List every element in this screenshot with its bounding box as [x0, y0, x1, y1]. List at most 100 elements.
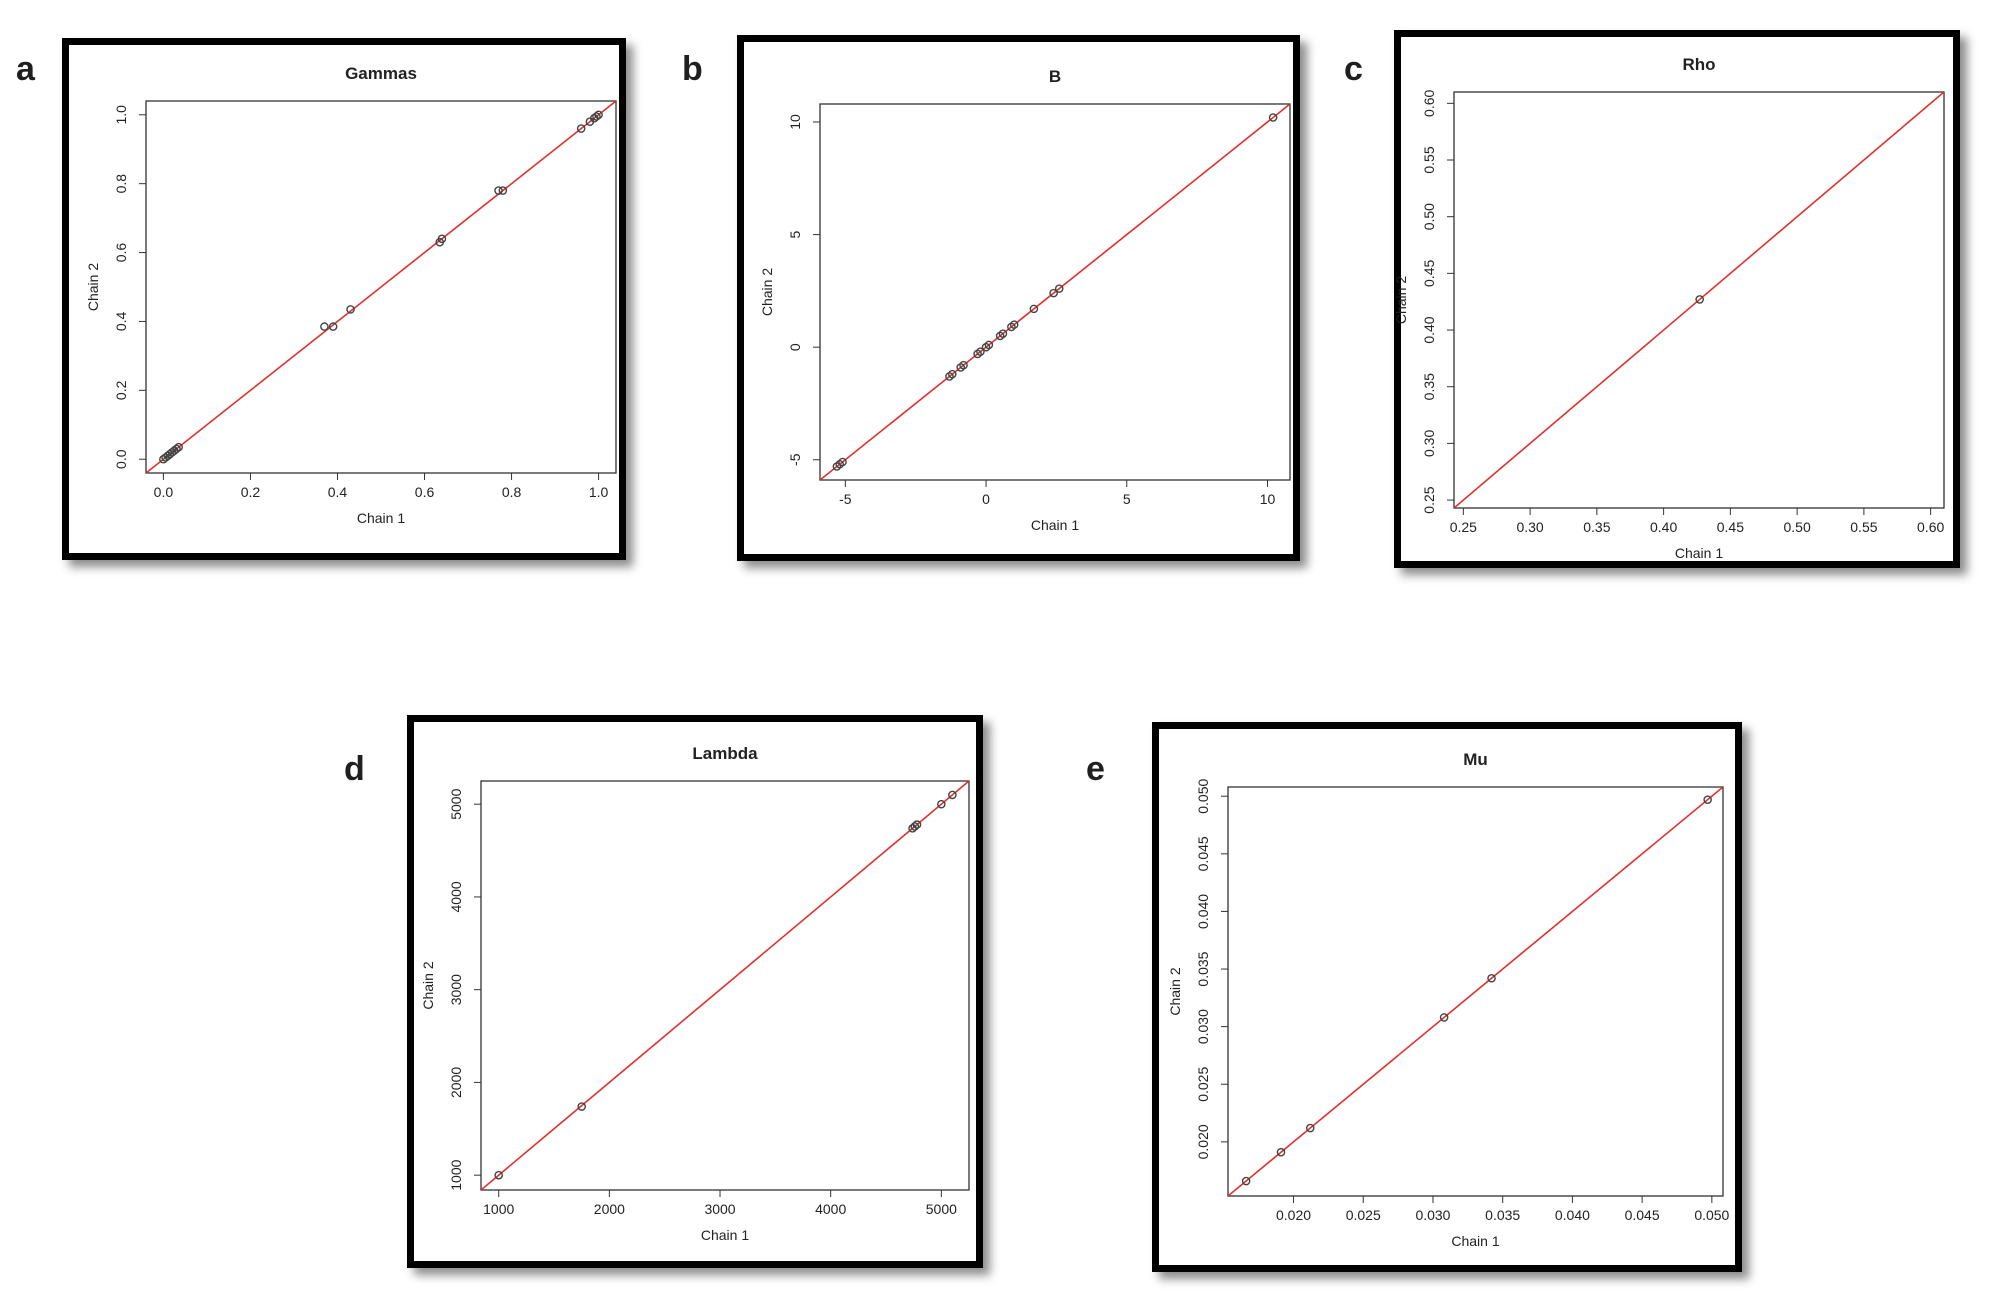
data-point [1241, 1176, 1251, 1186]
y-tick-label: 1000 [448, 1159, 464, 1190]
identity-line [820, 104, 1290, 480]
data-point [838, 457, 847, 467]
x-axis-label: Chain 1 [357, 510, 405, 526]
y-tick-label: 0.55 [1421, 146, 1437, 173]
y-tick-label: 0.020 [1195, 1124, 1211, 1159]
data-point [174, 442, 183, 452]
x-tick-label: 0.40 [1650, 519, 1677, 535]
y-tick-label: 0.035 [1195, 951, 1211, 986]
identity-line [1228, 787, 1723, 1196]
data-point [577, 1102, 586, 1111]
y-tick-label: 1.0 [113, 105, 129, 125]
scatter-plot-b: B -5 0 5 10 -5 0 5 10 Chain 1 Chain 2 [759, 67, 1291, 533]
chart-panel-a: Gammas 0.0 0.2 0.4 0.6 0.8 1.0 0.0 0.2 0.4 0.6 0.8 1… [62, 38, 626, 560]
x-axis-label: Chain 1 [1675, 545, 1723, 561]
y-axis-label: Chain 2 [1167, 967, 1183, 1015]
y-tick-label: 10 [787, 114, 803, 130]
plot-area-border [480, 780, 970, 1191]
y-tick-label: 5 [787, 230, 803, 238]
y-tick-label: 0.025 [1195, 1067, 1211, 1102]
y-axis-label: Chain 2 [420, 961, 436, 1009]
data-point [948, 790, 957, 800]
chart-title: Rho [1682, 55, 1715, 74]
x-axis-label: Chain 1 [701, 1227, 749, 1243]
data-point [947, 369, 957, 379]
plot-area-border [1453, 91, 1945, 509]
y-tick-label: 4000 [448, 881, 464, 912]
x-tick-label: 0 [982, 491, 990, 507]
panel-letter-e: e [1086, 750, 1105, 788]
x-tick-label: 0.4 [328, 484, 348, 500]
scatter-plot-c: Rho 0.25 0.30 0.35 0.40 0.45 0.50 0.55 0.60 0.25 0… [1393, 55, 1945, 561]
data-point [959, 360, 968, 370]
y-tick-label: 0.45 [1421, 260, 1437, 287]
x-tick-label: 0.045 [1625, 1207, 1660, 1223]
y-tick-label: 0 [787, 343, 803, 351]
data-point [976, 347, 985, 356]
chart-panel-d: Lambda 1000 2000 3000 4000 5000 1000 2000 3000 40… [407, 715, 983, 1268]
x-tick-label: -5 [839, 491, 852, 507]
y-tick-label: 0.045 [1195, 836, 1211, 871]
y-tick-label: 2000 [448, 1067, 464, 1098]
data-point [1009, 320, 1019, 329]
data-point [1487, 973, 1496, 983]
data-point [1276, 1147, 1286, 1157]
y-tick-label: 0.6 [113, 243, 129, 263]
y-axis-label: Chain 2 [759, 268, 775, 316]
data-point [1439, 1013, 1449, 1022]
plot-area-border [819, 103, 1291, 481]
chart-title: Gammas [345, 64, 417, 83]
data-point [594, 110, 603, 120]
identity-line [146, 101, 616, 473]
x-tick-label: 0.50 [1784, 519, 1811, 535]
y-tick-label: 0.0 [113, 449, 129, 469]
data-point [984, 340, 994, 350]
y-tick-label: 0.25 [1421, 486, 1437, 513]
x-tick-label: 0.35 [1583, 519, 1610, 535]
x-tick-label: 4000 [815, 1201, 846, 1217]
chart-title: B [1049, 67, 1061, 86]
y-axis-label: Chain 2 [85, 263, 101, 311]
identity-line [481, 781, 969, 1190]
data-point [912, 820, 922, 829]
chart-panel-e: Mu 0.020 0.025 0.030 0.035 0.040 0.045 0.050 0.0… [1152, 722, 1742, 1272]
y-tick-label: 3000 [448, 974, 464, 1005]
x-tick-label: 0.025 [1346, 1207, 1381, 1223]
x-tick-label: 5000 [926, 1201, 957, 1217]
scatter-plot-d: Lambda 1000 2000 3000 4000 5000 1000 2000 3000 40… [420, 744, 970, 1243]
plot-area-border [1227, 786, 1724, 1197]
x-tick-label: 0.45 [1717, 519, 1744, 535]
y-tick-label: 5000 [448, 788, 464, 819]
y-tick-label: 0.030 [1195, 1009, 1211, 1044]
x-tick-label: 0.60 [1917, 519, 1944, 535]
y-tick-label: 0.040 [1195, 894, 1211, 929]
data-point [576, 124, 586, 133]
data-point [910, 822, 920, 831]
x-tick-label: 0.040 [1555, 1207, 1590, 1223]
chart-panel-c: Rho 0.25 0.30 0.35 0.40 0.45 0.50 0.55 0.60 0.25 0… [1393, 30, 1960, 568]
data-point [172, 444, 181, 454]
chart-panel-b: B -5 0 5 10 -5 0 5 10 Chain 1 Chain 2 [737, 35, 1300, 561]
data-point [1695, 295, 1704, 304]
x-tick-label: 5 [1123, 491, 1131, 507]
panel-letter-b: b [682, 50, 703, 88]
data-point [1268, 113, 1278, 122]
chart-title: Lambda [692, 744, 758, 763]
x-axis-label: Chain 1 [1451, 1233, 1499, 1249]
x-tick-label: 0.0 [154, 484, 174, 500]
x-tick-label: 0.020 [1276, 1207, 1311, 1223]
data-point [592, 112, 601, 121]
scatter-plot-a: Gammas 0.0 0.2 0.4 0.6 0.8 1.0 0.0 0.2 0.4 0.6 0.8 1… [85, 64, 617, 526]
data-point [498, 186, 508, 195]
data-point [320, 322, 329, 331]
data-point [346, 305, 355, 314]
x-tick-label: 3000 [704, 1201, 735, 1217]
y-tick-label: 0.60 [1421, 89, 1437, 116]
y-tick-label: -5 [787, 453, 803, 466]
y-tick-label: 0.2 [113, 380, 129, 400]
y-tick-label: 0.4 [113, 312, 129, 332]
x-tick-label: 0.030 [1415, 1207, 1450, 1223]
y-tick-label: 0.050 [1195, 778, 1211, 813]
x-tick-label: 1000 [483, 1201, 514, 1217]
data-point [494, 186, 503, 195]
